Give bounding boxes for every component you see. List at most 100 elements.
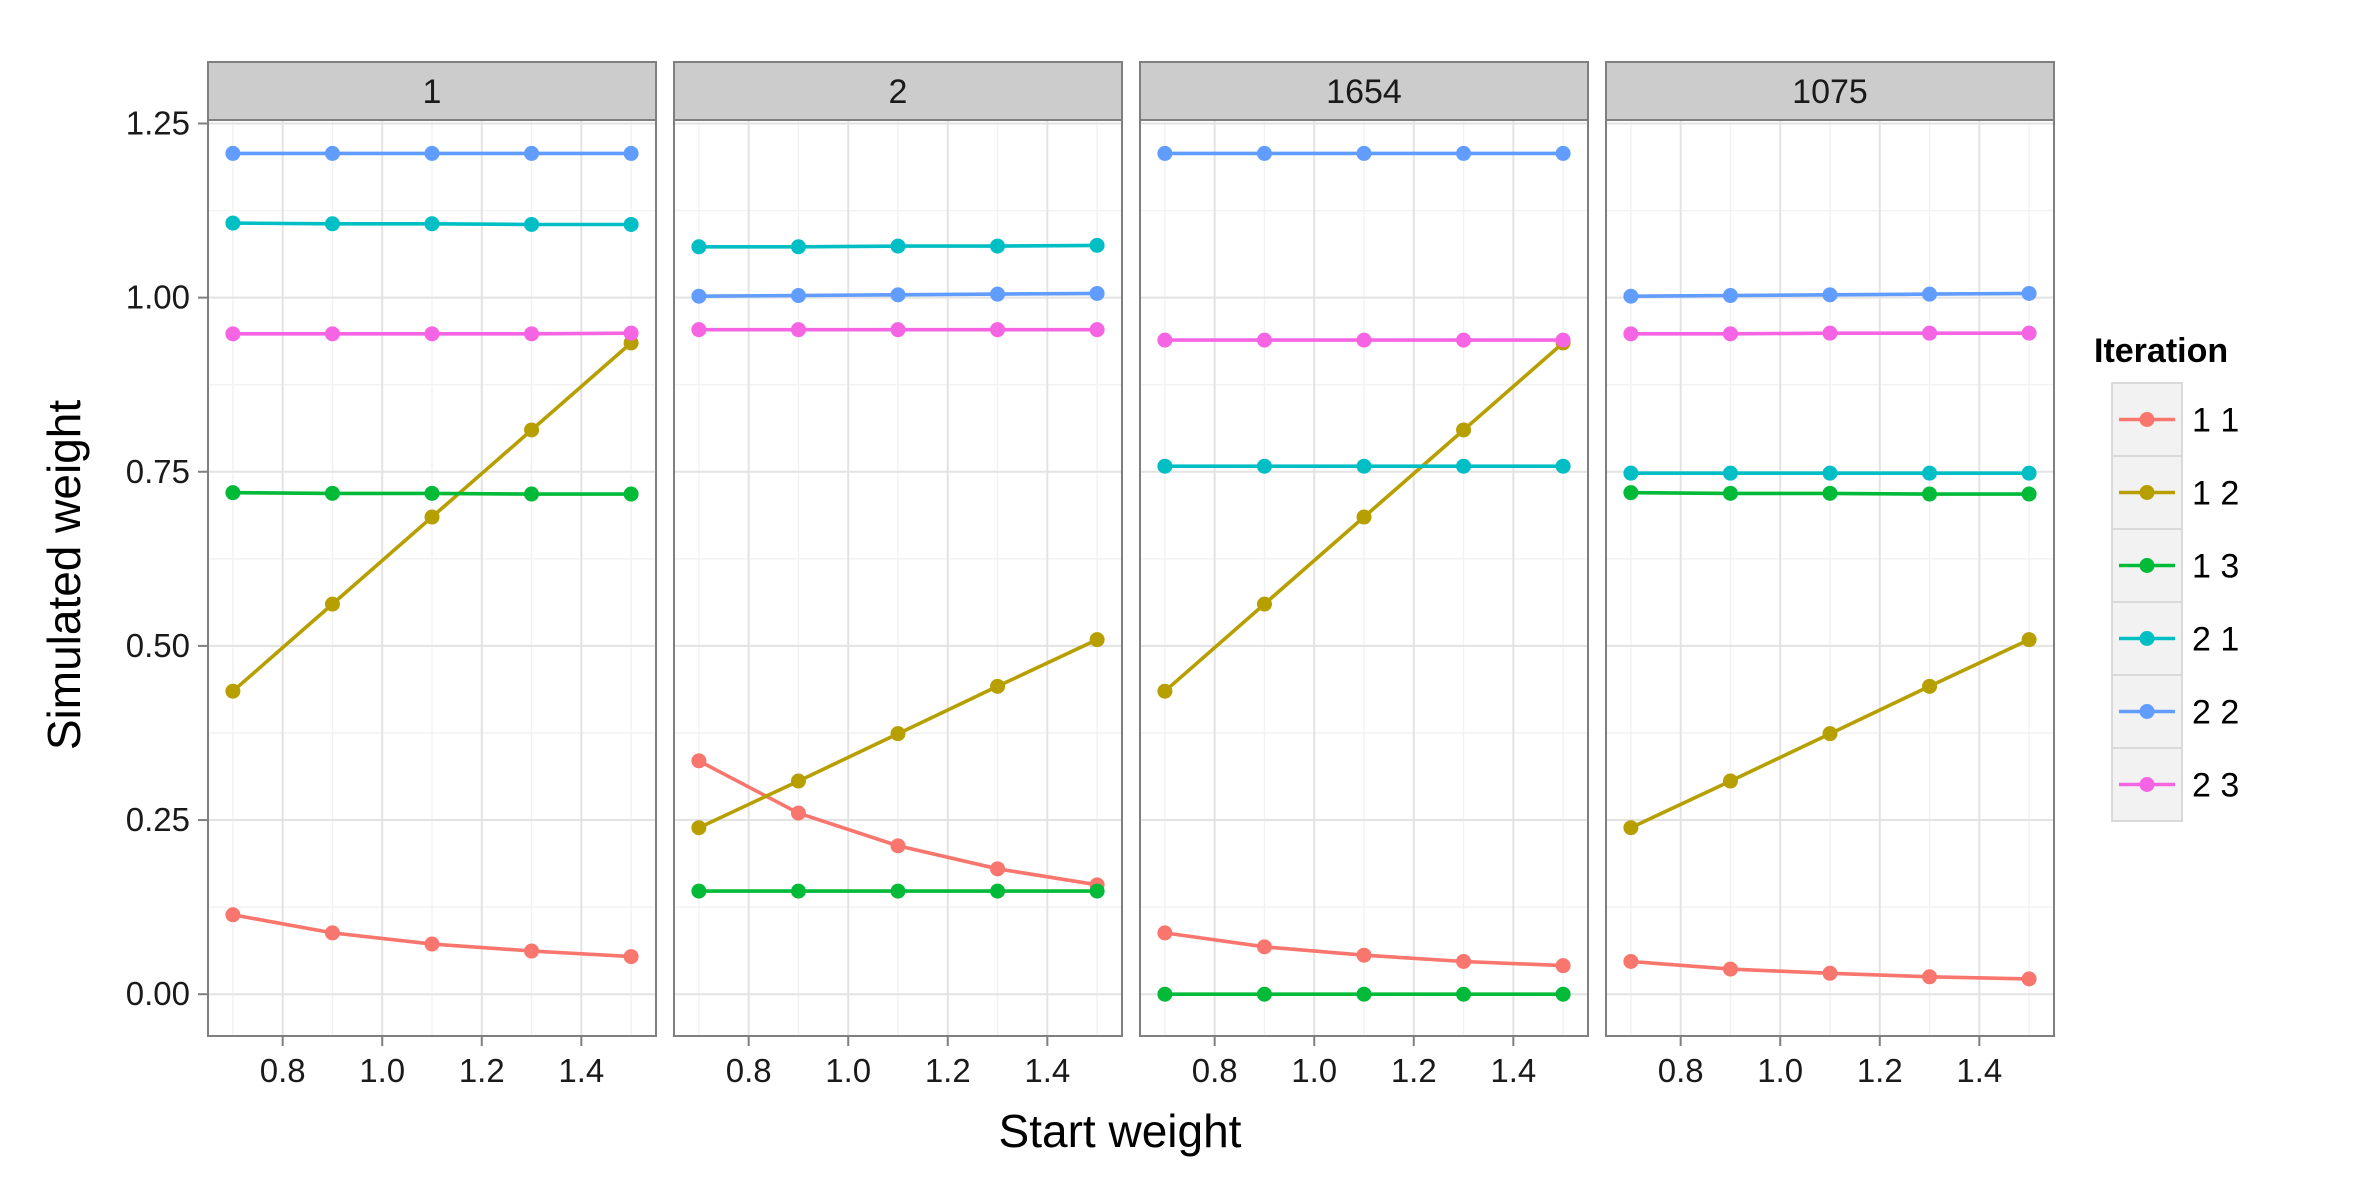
data-point xyxy=(1623,326,1639,342)
data-point xyxy=(1089,285,1105,301)
data-point xyxy=(1555,458,1571,474)
data-point xyxy=(691,883,707,899)
data-point xyxy=(524,216,540,232)
y-tick-label: 1.25 xyxy=(126,104,190,141)
facet-strip xyxy=(673,61,1123,121)
data-point xyxy=(1822,325,1838,341)
data-point xyxy=(990,286,1006,302)
data-point xyxy=(2021,971,2037,987)
data-point xyxy=(1722,465,1738,481)
data-point xyxy=(790,883,806,899)
legend-entry-label: 2 3 xyxy=(2192,767,2239,805)
data-point xyxy=(691,753,707,769)
x-tick-label: 0.8 xyxy=(1192,1052,1238,1089)
data-point xyxy=(623,145,639,161)
data-point xyxy=(890,238,906,254)
data-point xyxy=(1157,925,1173,941)
y-tick-label: 0.50 xyxy=(126,627,190,664)
data-point xyxy=(691,239,707,255)
data-point xyxy=(990,322,1006,338)
data-point xyxy=(1157,986,1173,1002)
data-point xyxy=(790,773,806,789)
data-point xyxy=(424,326,440,342)
legend-entry-label: 2 2 xyxy=(2192,694,2239,732)
data-point xyxy=(1555,958,1571,974)
legend-key-point xyxy=(2139,485,2155,500)
legend-key-point xyxy=(2139,412,2155,427)
facet-panel-1: 1 0.8 1.0 1.2 1.4 xyxy=(207,61,657,1089)
data-point xyxy=(691,322,707,338)
data-point xyxy=(623,486,639,502)
data-point xyxy=(1256,458,1272,474)
data-point xyxy=(1089,322,1105,338)
data-point xyxy=(790,322,806,338)
data-point xyxy=(1356,145,1372,161)
data-point xyxy=(324,925,340,941)
legend-key-point xyxy=(2139,631,2155,646)
data-point xyxy=(990,238,1006,254)
data-point xyxy=(1356,509,1372,525)
data-point xyxy=(790,288,806,304)
data-point xyxy=(1822,726,1838,742)
data-point xyxy=(1555,986,1571,1002)
data-point xyxy=(225,326,241,342)
x-tick-label: 1.0 xyxy=(825,1052,871,1089)
x-axis-title: Start weight xyxy=(999,1105,1242,1157)
data-point xyxy=(225,215,241,231)
data-point xyxy=(225,907,241,923)
x-tick-label: 1.4 xyxy=(1490,1052,1536,1089)
data-point xyxy=(1356,332,1372,348)
data-point xyxy=(1089,883,1105,899)
data-point xyxy=(1623,465,1639,481)
x-tick-label: 0.8 xyxy=(726,1052,772,1089)
facet-panel-2: 2 0.8 1.0 1.2 1.4 xyxy=(673,61,1123,1089)
data-point xyxy=(1722,288,1738,304)
x-tick-label: 1.0 xyxy=(1291,1052,1337,1089)
data-point xyxy=(1256,596,1272,612)
y-tick-label: 1.00 xyxy=(126,279,190,316)
data-point xyxy=(1356,986,1372,1002)
facet-strip-label: 1075 xyxy=(1792,73,1868,111)
x-tick-label: 1.4 xyxy=(558,1052,604,1089)
x-tick-label: 1.2 xyxy=(459,1052,505,1089)
data-point xyxy=(1256,939,1272,955)
x-tick-label: 1.0 xyxy=(1757,1052,1803,1089)
y-tick-label: 0.00 xyxy=(126,975,190,1012)
data-point xyxy=(1456,332,1472,348)
data-point xyxy=(1922,678,1938,694)
data-point xyxy=(890,726,906,742)
facet-strip xyxy=(1605,61,2055,121)
data-point xyxy=(2021,632,2037,648)
legend-entry-label: 1 3 xyxy=(2192,548,2239,586)
x-tick-label: 1.2 xyxy=(1857,1052,1903,1089)
legend-title: Iteration xyxy=(2094,332,2228,370)
y-tick-label: 0.75 xyxy=(126,453,190,490)
data-point xyxy=(424,509,440,525)
data-point xyxy=(1722,773,1738,789)
data-point xyxy=(890,883,906,899)
data-point xyxy=(225,683,241,699)
data-point xyxy=(324,326,340,342)
data-point xyxy=(2021,285,2037,301)
data-point xyxy=(1157,332,1173,348)
legend: 1 1 1 2 1 3 2 1 2 2 2 3 xyxy=(2111,382,2239,822)
data-point xyxy=(1157,683,1173,699)
data-point xyxy=(1722,485,1738,501)
data-point xyxy=(1256,145,1272,161)
data-point xyxy=(1922,286,1938,302)
x-tick-label: 1.0 xyxy=(359,1052,405,1089)
x-tick-label: 0.8 xyxy=(260,1052,306,1089)
data-point xyxy=(1356,458,1372,474)
data-point xyxy=(424,936,440,952)
x-tick-label: 1.4 xyxy=(1956,1052,2002,1089)
data-point xyxy=(623,325,639,341)
facet-strip xyxy=(1139,61,1589,121)
facet-strip-label: 1 xyxy=(423,73,442,111)
legend-entry-label: 2 1 xyxy=(2192,621,2239,659)
data-point xyxy=(2021,486,2037,502)
data-point xyxy=(524,326,540,342)
data-point xyxy=(324,216,340,232)
data-point xyxy=(1822,485,1838,501)
y-axis-title: Simulated weight xyxy=(38,400,90,751)
